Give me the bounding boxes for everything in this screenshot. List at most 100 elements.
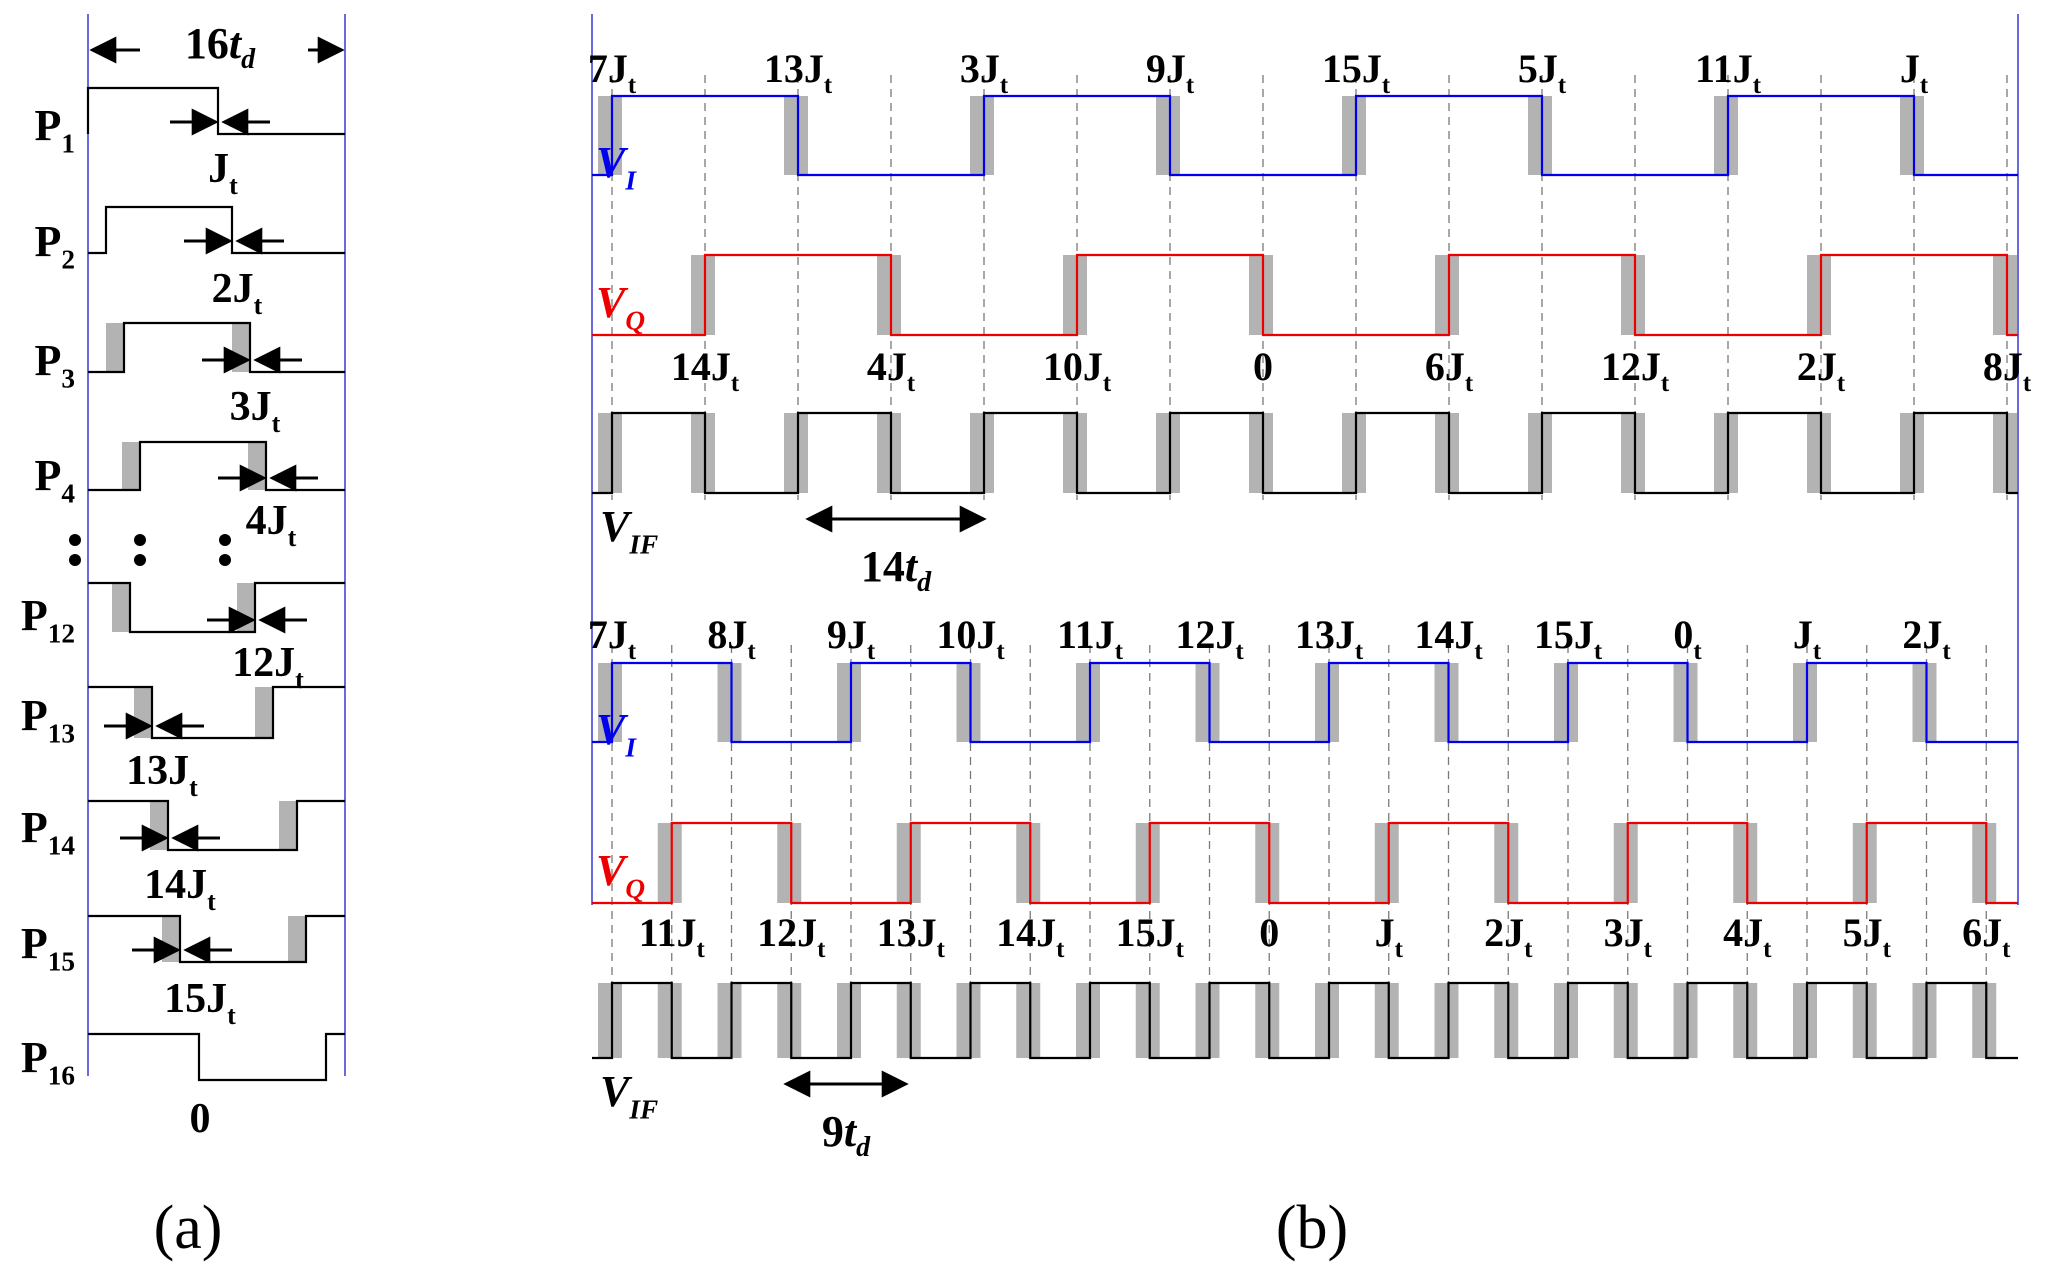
VQ-transition-label: 13Jt — [877, 910, 946, 963]
row-label: P15 — [21, 919, 75, 976]
VI-transition-label: 12Jt — [1175, 612, 1244, 665]
jitter-band — [1016, 823, 1041, 903]
VQ-transition-label: 3Jt — [1604, 910, 1653, 963]
jitter-band — [1673, 983, 1698, 1058]
jitter-band — [1494, 983, 1519, 1058]
VI-transition-label: 3Jt — [960, 46, 1009, 99]
ellipsis-dot — [219, 554, 231, 566]
VIF-waveform — [592, 981, 2018, 1060]
pulse-row-P1: P1 Jt — [34, 86, 345, 200]
span-label-16td: 16td — [185, 19, 256, 75]
VIF-signal-label: VIF — [600, 502, 658, 559]
jitter-band — [1315, 983, 1339, 1058]
jitter-band — [1733, 983, 1758, 1058]
VI-transition-label: Jt — [1900, 46, 1929, 99]
row-label: P16 — [21, 1033, 75, 1090]
VI-signal-label: VI — [596, 138, 637, 195]
jitter-band — [877, 255, 901, 335]
jitter-band — [279, 801, 297, 850]
jitter-band — [106, 323, 124, 372]
ellipsis-dot — [134, 534, 146, 546]
VI-transition-label: 15Jt — [1322, 46, 1391, 99]
VI-transition-label: 5Jt — [1518, 46, 1567, 99]
pulse-row-P13: P13 13Jt — [21, 685, 345, 802]
panel-a-pulse-phases: 16tdP1JtP22JtP33JtP44JtP1212JtP1313JtP14… — [21, 14, 346, 1142]
jitter-band — [598, 96, 622, 175]
VQ-transition-label: 11Jt — [639, 910, 706, 963]
jitter-band — [232, 323, 250, 372]
jitter-band — [1554, 663, 1578, 742]
jitter-band — [1374, 983, 1399, 1058]
VQ-transition-label: 8Jt — [1983, 344, 2032, 397]
jitter-band — [112, 583, 130, 632]
jitter-band — [1255, 983, 1280, 1058]
VQ-signal-label: VQ — [596, 846, 645, 903]
jitter-band — [1374, 823, 1399, 903]
jitter-band — [657, 823, 682, 903]
jitter-band — [956, 983, 981, 1058]
jitter-band — [1135, 983, 1160, 1058]
jitter-band — [1912, 663, 1937, 742]
VQ-transition-label: 2Jt — [1484, 910, 1533, 963]
VQ-transition-label: 6Jt — [1962, 910, 2011, 963]
jitter-label: 12Jt — [232, 640, 304, 694]
jitter-band — [134, 687, 152, 738]
jitter-band — [1063, 255, 1087, 335]
VQ-waveform — [592, 821, 2018, 905]
pulse-waveform — [88, 581, 345, 634]
VQ-transition-label: 12Jt — [757, 910, 826, 963]
jitter-band — [1993, 255, 2017, 335]
jitter-band — [956, 663, 981, 742]
pulse-row-P3: P3 3Jt — [34, 321, 345, 438]
period-label: 9td — [822, 1107, 871, 1163]
jitter-band — [896, 983, 921, 1058]
jitter-band — [598, 663, 622, 742]
jitter-band — [1852, 983, 1877, 1058]
VI-waveform — [592, 661, 2018, 744]
VI-transition-label: 14Jt — [1414, 612, 1483, 665]
jitter-label: 13Jt — [126, 748, 198, 802]
jitter-label: 14Jt — [144, 862, 216, 916]
VI-signal-label: VI — [596, 705, 637, 762]
jitter-band — [1076, 983, 1100, 1058]
jitter-band — [717, 983, 742, 1058]
pulse-waveform — [88, 799, 345, 852]
jitter-band — [1793, 983, 1817, 1058]
jitter-label: 3Jt — [230, 384, 281, 438]
jitter-band — [777, 823, 802, 903]
pulse-waveform — [88, 321, 345, 374]
pulse-row-P4: P4 4Jt — [34, 440, 345, 552]
jitter-band — [1673, 663, 1698, 742]
VI-transition-label: 15Jt — [1534, 612, 1603, 665]
VQ-transition-label: 14Jt — [996, 910, 1065, 963]
VQ-transition-label: 4Jt — [867, 344, 916, 397]
period-label: 14td — [861, 542, 932, 598]
VQ-waveform — [592, 253, 2018, 337]
pulse-row-P12: P12 12Jt — [21, 581, 345, 694]
ellipsis-dot — [69, 554, 81, 566]
jitter-band — [1900, 96, 1924, 175]
jitter-band — [1807, 255, 1831, 335]
row-label: P3 — [34, 336, 75, 393]
jitter-band — [691, 413, 715, 493]
row-label: P2 — [34, 217, 75, 274]
VI-transition-label: 11Jt — [1695, 46, 1762, 99]
jitter-band — [1554, 983, 1578, 1058]
jitter-band — [1528, 413, 1552, 493]
jitter-band — [1016, 983, 1041, 1058]
VI-transition-label: 13Jt — [764, 46, 833, 99]
jitter-label: 15Jt — [164, 976, 236, 1030]
jitter-band — [1807, 413, 1831, 493]
jitter-band — [598, 983, 622, 1058]
top-block: 7Jt 13Jt 3Jt 9Jt 15Jt 5Jt 11Jt Jt 14Jt 4Jt 10Jt 0 6J… — [588, 46, 2032, 598]
jitter-band — [1342, 413, 1366, 493]
jitter-band — [1528, 96, 1552, 175]
VQ-transition-label: 15Jt — [1116, 910, 1185, 963]
VI-transition-label: 7Jt — [588, 612, 637, 665]
jitter-band — [837, 983, 861, 1058]
jitter-band — [1342, 96, 1366, 175]
jitter-band — [1135, 823, 1160, 903]
jitter-band — [1793, 663, 1817, 742]
jitter-label: 2Jt — [212, 266, 263, 320]
